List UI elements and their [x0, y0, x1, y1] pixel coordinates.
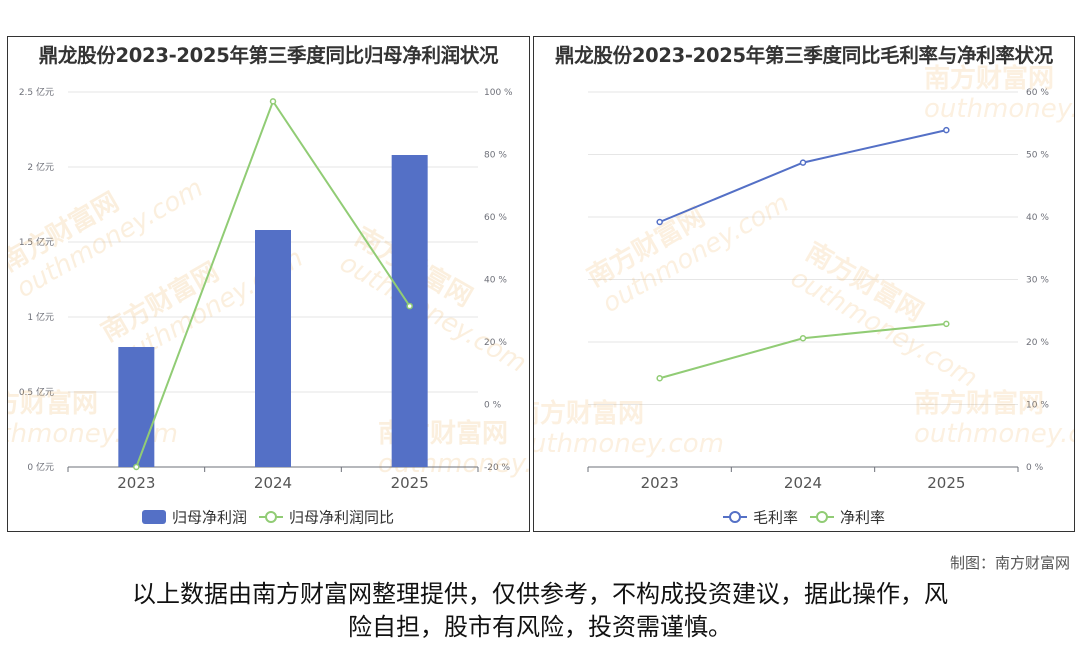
right-axis-tick-label: 10 % — [1026, 401, 1049, 411]
left-chart-svg: 0 亿元 0.5 亿元 1 亿元 1.5 亿元 2 亿元 2.5 亿元 -20 % 0 % 20… — [8, 86, 530, 527]
line-point — [656, 218, 663, 226]
right-axis-tick-label: 40 % — [484, 276, 507, 286]
bar — [255, 230, 291, 467]
line-point — [656, 375, 663, 382]
right-chart-title: 鼎龙股份2023-2025年第三季度同比毛利率与净利率状况 — [555, 44, 1053, 67]
legend-item: 毛利率 — [723, 509, 798, 527]
legend-marker — [816, 511, 828, 523]
bar — [391, 155, 428, 467]
right-axis-tick-label: 80 % — [484, 151, 507, 161]
x-axis-tick-label: 2024 — [254, 474, 292, 492]
watermark-group: 南方财富网outhmoney.com南方财富网outhmoney.com南方财富… — [534, 63, 1074, 459]
left-chart-panel: 鼎龙股份2023-2025年第三季度同比归母净利润状况 0 亿元 0.5 亿元 1 … — [7, 36, 530, 532]
disclaimer: 以上数据由南方财富网整理提供，仅供参考，不构成投资建议，据此操作，风 险自担，股… — [60, 578, 1020, 644]
right-axis-tick-label: 60 % — [484, 213, 507, 223]
line-point — [269, 98, 277, 105]
left-axis-tick-label: 2 亿元 — [27, 161, 54, 173]
right-axis-tick-label: 0 % — [1026, 463, 1044, 473]
bar — [118, 347, 155, 467]
right-axis-tick-label: 100 % — [484, 88, 513, 98]
right-axis-tick-label: 60 % — [1026, 88, 1049, 98]
right-chart-panel: 鼎龙股份2023-2025年第三季度同比毛利率与净利率状况 0 % 10 % 20 … — [533, 36, 1075, 532]
watermark-en: outhmoney.com — [914, 419, 1074, 449]
x-axis-tick-label: 2025 — [927, 474, 965, 492]
x-axis-tick-label: 2023 — [641, 474, 679, 492]
right-chart-svg: 0 %10 %20 %30 %40 %50 %60 %南方财富网outhmone… — [534, 63, 1074, 527]
watermark-cn: 南方财富网 — [8, 388, 98, 419]
legend-label: 归母净利润 — [172, 509, 247, 527]
legend-swatch — [142, 510, 166, 524]
left-axis-tick-label: 2.5 亿元 — [19, 86, 54, 98]
left-axis-tick-label: 1 亿元 — [27, 311, 54, 323]
watermark-cn: 南方财富网 — [914, 388, 1044, 419]
watermark-cn: 南方财富网 — [924, 63, 1054, 94]
right-axis-tick-label: 30 % — [1026, 276, 1049, 286]
x-axis-tick-label: 2024 — [784, 474, 822, 492]
legend-label: 归母净利润同比 — [289, 509, 394, 527]
line-point — [799, 335, 807, 342]
left-axis-tick-label: 1.5 亿元 — [19, 236, 54, 248]
legend-item: 归母净利润 — [142, 509, 247, 527]
watermark-cn: 南方财富网 — [534, 398, 644, 429]
left-axis-tick-label: 0 亿元 — [27, 461, 54, 473]
series-line — [659, 129, 947, 223]
right-axis-tick-label: 20 % — [484, 338, 507, 348]
line-point — [943, 320, 950, 328]
line-point — [133, 463, 140, 471]
legend-item: 归母净利润同比 — [259, 509, 394, 527]
legend-item: 净利率 — [810, 509, 885, 527]
watermark-en: outhmoney.com — [534, 429, 724, 459]
left-chart-title: 鼎龙股份2023-2025年第三季度同比归母净利润状况 — [38, 44, 499, 67]
line-point — [799, 159, 807, 166]
legend-marker — [265, 511, 277, 523]
disclaimer-line-2: 险自担，股市有风险，投资需谨慎。 — [348, 613, 732, 641]
legend-marker — [729, 511, 741, 523]
right-axis-tick-label: 50 % — [1026, 151, 1049, 161]
line-point — [406, 302, 413, 310]
right-axis-tick-label: -20 % — [484, 463, 511, 473]
disclaimer-line-1: 以上数据由南方财富网整理提供，仅供参考，不构成投资建议，据此操作，风 — [132, 580, 948, 608]
x-axis-tick-label: 2023 — [117, 474, 155, 492]
footer-credit: 制图：南方财富网 — [949, 554, 1070, 572]
right-axis-tick-label: 20 % — [1026, 338, 1049, 348]
legend-label: 净利率 — [840, 509, 885, 527]
right-axis-tick-label: 0 % — [484, 401, 502, 411]
watermark-en: outhmoney.com — [924, 94, 1074, 124]
right-axis-tick-label: 40 % — [1026, 213, 1049, 223]
line-point — [943, 126, 950, 134]
x-axis-tick-label: 2025 — [391, 474, 429, 492]
left-axis-tick-label: 0.5 亿元 — [19, 386, 54, 398]
legend-label: 毛利率 — [753, 509, 798, 527]
